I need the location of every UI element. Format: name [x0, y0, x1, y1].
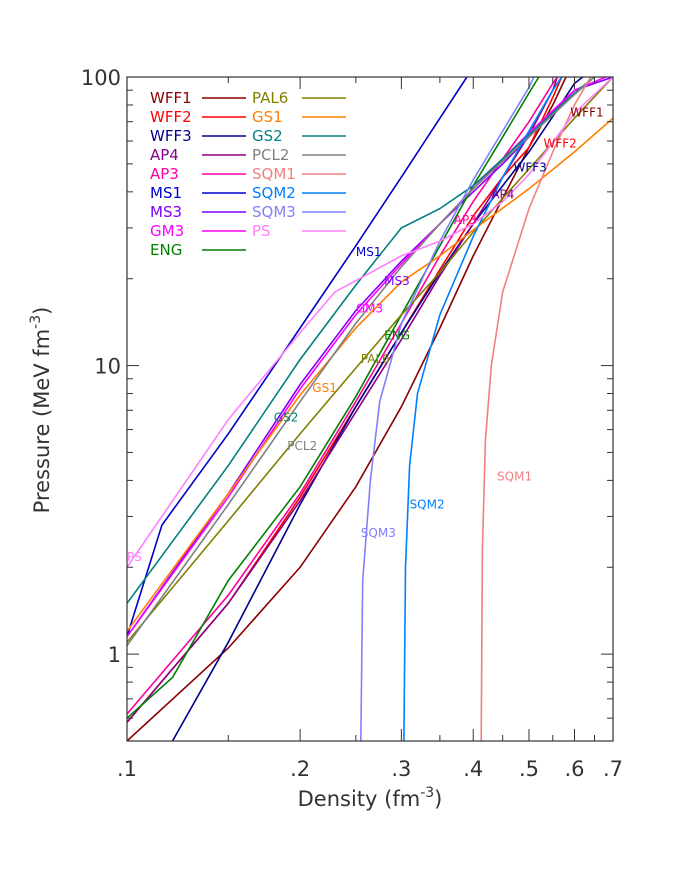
legend-label-ms3: MS3	[150, 203, 182, 221]
series-line-gs1	[127, 117, 613, 632]
x-tick-label: .7	[603, 757, 623, 781]
curve-label-ms1: MS1	[356, 245, 382, 259]
y-axis-label: Pressure (MeV fm-3)	[28, 307, 54, 514]
x-axis-label: Density (fm-3)	[298, 785, 443, 811]
legend-label-ps: PS	[252, 222, 271, 240]
legend-label-wff3: WFF3	[150, 127, 192, 145]
curve-label-gs1: GS1	[312, 381, 337, 395]
curve-label-sqm3: SQM3	[361, 526, 396, 540]
curve-label-pcl2: PCL2	[287, 439, 317, 453]
y-tick-label: 10	[94, 355, 121, 379]
tick-labels: .1 .2 .3 .4 .5 .6 .7 1 10 100	[81, 66, 623, 781]
legend-label-gs1: GS1	[252, 108, 283, 126]
legend-label-ap3: AP3	[150, 165, 179, 183]
series-line-pcl2	[127, 77, 596, 647]
series-line-ms1	[127, 77, 468, 637]
axis-ticks	[126, 76, 614, 742]
curve-label-wff2: WFF2	[544, 136, 577, 150]
series-line-wff2	[127, 77, 563, 723]
curve-label-ps: PS	[127, 550, 142, 564]
x-tick-label: .6	[564, 757, 584, 781]
x-tick-label: .5	[519, 757, 539, 781]
series-line-sqm1	[480, 77, 592, 741]
series-line-pal6	[127, 77, 613, 643]
x-tick-label: .4	[463, 757, 483, 781]
series-line-sqm2	[403, 77, 563, 741]
curve-label-wff1: WFF1	[570, 105, 603, 119]
curve-label-pal6: PAL6	[361, 352, 390, 366]
curve-label-sqm2: SQM2	[410, 497, 445, 511]
legend-label-eng: ENG	[150, 241, 182, 259]
curve-label-sqm1: SQM1	[497, 469, 532, 483]
legend-label-ap4: AP4	[150, 146, 179, 164]
series-line-gs2	[127, 77, 595, 604]
y-tick-label: 100	[81, 66, 121, 90]
x-tick-label: .2	[290, 757, 310, 781]
plot-frame	[126, 76, 614, 742]
legend-label-sqm2: SQM2	[252, 184, 296, 202]
series-line-ps	[127, 77, 613, 568]
curve-label-eng: ENG	[384, 329, 410, 343]
curve-label-ap3: AP3	[454, 213, 477, 227]
x-tick-label: .3	[391, 757, 411, 781]
legend-label-pcl2: PCL2	[252, 146, 289, 164]
curve-label-wff3: WFF3	[514, 161, 547, 175]
legend-label-wff1: WFF1	[150, 89, 192, 107]
curve-label-ap4: AP4	[491, 187, 514, 201]
curve-labels: WFF1WFF2WFF3AP4AP3MS1MS3GM3ENGPAL6GS1GS2…	[127, 105, 604, 564]
series-line-wff1	[127, 77, 567, 741]
curve-label-ms3: MS3	[384, 274, 410, 288]
y-tick-label: 1	[108, 643, 121, 667]
legend-label-ms1: MS1	[150, 184, 182, 202]
legend-label-sqm3: SQM3	[252, 203, 296, 221]
legend-label-pal6: PAL6	[252, 89, 288, 107]
legend-label-gm3: GM3	[150, 222, 184, 240]
series-line-ap4	[127, 77, 559, 723]
legend-label-gs2: GS2	[252, 127, 283, 145]
legend-label-wff2: WFF2	[150, 108, 192, 126]
legend-label-sqm1: SQM1	[252, 165, 296, 183]
curve-label-gs2: GS2	[274, 410, 299, 424]
curve-label-gm3: GM3	[356, 301, 383, 315]
curves	[127, 77, 613, 741]
x-tick-label: .1	[117, 757, 137, 781]
series-line-sqm3	[360, 77, 535, 741]
